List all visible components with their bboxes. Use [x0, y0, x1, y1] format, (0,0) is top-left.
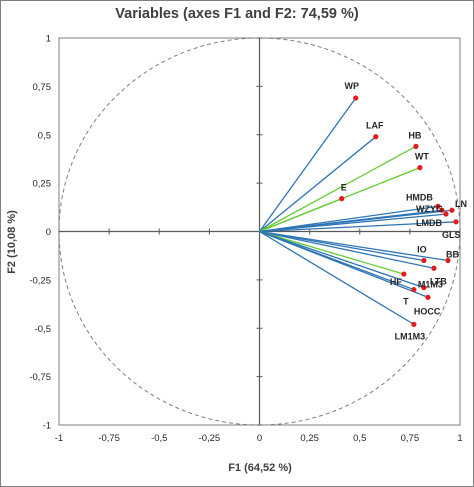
point-wt	[417, 165, 423, 171]
variable-points	[339, 95, 459, 327]
y-tick-label: 1	[46, 34, 51, 45]
point-t	[411, 286, 417, 293]
vector-e	[259, 198, 342, 233]
vector-lmdb	[259, 213, 447, 233]
point-hf	[401, 271, 407, 277]
vector-bb	[259, 230, 449, 262]
point-e	[339, 196, 345, 202]
y-tick-label: 0,25	[33, 179, 52, 190]
label-wp: WP	[344, 81, 359, 91]
x-tick-label: 0	[257, 433, 262, 444]
vector-gls	[259, 221, 457, 233]
label-wt: WT	[415, 152, 429, 162]
x-axis-ticks: -1 -0,75 -0,5 -0,25 0 0,25 0,5 0,75 1	[55, 228, 463, 444]
label-bb: BB	[446, 250, 459, 260]
point-wp	[353, 95, 359, 101]
vector-hocc	[259, 230, 429, 298]
label-hb: HB	[408, 130, 421, 140]
vector-hb	[259, 145, 417, 233]
vector-m1m3	[259, 230, 425, 289]
point-lm1m3	[411, 321, 417, 327]
y-tick-label: -0,5	[35, 324, 51, 335]
label-ln: LN	[455, 199, 467, 209]
point-hocc	[425, 294, 431, 300]
label-io: IO	[417, 245, 427, 255]
point-hmdb	[435, 203, 441, 209]
point-ln	[449, 207, 455, 213]
x-tick-label: -0,25	[199, 433, 221, 444]
label-hocc: HOCC	[414, 306, 441, 316]
vector-ltb	[259, 230, 435, 269]
point-gls	[453, 219, 459, 225]
point-lmdb	[443, 211, 449, 217]
label-e: E	[341, 183, 347, 193]
vector-laf	[259, 136, 377, 233]
vector-lm1m3	[259, 230, 415, 325]
point-m1m3	[421, 285, 427, 291]
variable-vectors	[258, 97, 457, 325]
x-tick-label: 1	[457, 433, 462, 444]
label-hmdb: HMDB	[406, 192, 433, 202]
point-hb	[413, 143, 419, 149]
x-axis-title: F1 (64,52 %)	[228, 462, 292, 474]
label-laf: LAF	[366, 121, 384, 131]
point-wzyg	[439, 207, 445, 213]
x-tick-label: -1	[55, 433, 63, 444]
y-axis-title: F2 (10,08 %)	[6, 210, 18, 274]
point-ltb	[431, 265, 437, 271]
vector-hmdb	[259, 205, 439, 233]
label-m1m3: M1M3	[418, 280, 443, 290]
label-t: T	[403, 297, 409, 307]
chart-title: Variables (axes F1 and F2: 74,59 %)	[115, 6, 359, 22]
y-tick-label: 0,5	[38, 130, 51, 141]
x-tick-label: 0,25	[300, 433, 319, 444]
y-tick-label: -0,75	[29, 372, 51, 383]
y-tick-label: 0	[46, 227, 51, 238]
y-tick-label: -1	[43, 421, 51, 432]
point-io	[421, 257, 427, 264]
label-lmdb: LMDB	[416, 218, 442, 228]
point-laf	[373, 134, 379, 140]
y-tick-label: 0,75	[33, 82, 52, 93]
y-axis-ticks: 1 0,75 0,5 0,25 0 -0,25 -0,5 -0,75 -1	[29, 34, 263, 432]
label-gls: GLS	[442, 230, 461, 240]
label-lm1m3: LM1M3	[395, 331, 426, 341]
x-tick-label: 0,75	[401, 433, 420, 444]
x-tick-label: -0,75	[98, 433, 120, 444]
point-bb	[445, 257, 451, 264]
vector-hf	[259, 230, 405, 275]
vector-wp	[258, 97, 357, 232]
x-tick-label: -0,5	[151, 433, 167, 444]
x-tick-label: 0,5	[353, 433, 366, 444]
label-ltb: LTB	[430, 276, 447, 286]
y-tick-label: -0,25	[29, 275, 51, 286]
label-wzyg: WZYG	[416, 204, 443, 214]
label-hf: HF	[390, 277, 402, 287]
